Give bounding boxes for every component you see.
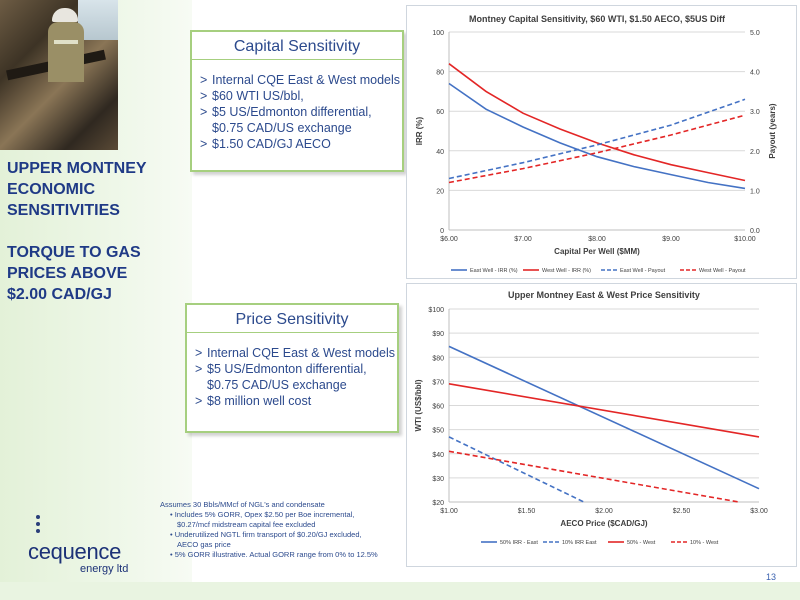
legend-label: East Well - Payout (620, 268, 666, 274)
legend-label: 50% IRR - East (500, 540, 538, 546)
x-tick-label: $9.00 (662, 236, 680, 243)
logo-subtitle: energy ltd (80, 563, 129, 575)
y-tick-label: 20 (436, 188, 444, 195)
y2-tick-label: 2.0 (750, 149, 760, 156)
page-number: 13 (766, 572, 777, 582)
series-line (448, 82, 746, 190)
legend-label: 10% - West (690, 540, 719, 546)
bullet-item: > $5 US/Edmonton differential, (200, 105, 372, 119)
price-bullets: > Internal CQE East & West models > $5 US/… (187, 345, 397, 409)
headline: UPPER MONTNEY ECONOMIC SENSITIVITIES TOR… (7, 158, 187, 305)
series-line (448, 436, 585, 503)
x-axis-label: Capital Per Well ($MM) (554, 247, 640, 256)
x-tick-label: $1.50 (518, 508, 536, 515)
y2-tick-label: 4.0 (750, 70, 760, 77)
y2-tick-label: 3.0 (750, 109, 760, 116)
y2-tick-label: 0.0 (750, 228, 760, 235)
worker-photo (0, 0, 118, 150)
y-tick-label: $70 (432, 379, 444, 386)
chart-title: Upper Montney East & West Price Sensitiv… (508, 290, 700, 300)
x-tick-label: $3.00 (750, 508, 768, 515)
footer-band (0, 582, 800, 600)
notes-item: • 5% GORR illustrative. Actual GORR rang… (170, 550, 378, 559)
price-sensitivity-chart: Upper Montney East & West Price Sensitiv… (406, 283, 797, 567)
series-line (448, 98, 746, 180)
x-tick-label: $8.00 (588, 236, 606, 243)
x-tick-label: $6.00 (440, 236, 458, 243)
legend-label: East Well - IRR (%) (470, 268, 518, 274)
notes-item: • Includes 5% GORR, Opex $2.50 per Boe i… (170, 510, 355, 519)
notes-item: • Underutilized NGTL firm transport of $… (170, 530, 362, 539)
capital-chart-svg: Montney Capital Sensitivity, $60 WTI, $1… (415, 14, 777, 274)
series-line (448, 345, 760, 490)
x-tick-label: $1.00 (440, 508, 458, 515)
series-line (448, 63, 746, 182)
y-tick-label: $80 (432, 355, 444, 362)
bullet-item: > $5 US/Edmonton differential, (195, 362, 367, 376)
bullet-continuation: $0.75 CAD/US exchange (207, 378, 347, 392)
legend-label: West Well - Payout (699, 268, 746, 274)
y-tick-label: 40 (436, 149, 444, 156)
legend: 50% IRR - East 10% IRR East 50% - West 10% … (481, 540, 719, 546)
x-tick-label: $2.50 (673, 508, 691, 515)
chart-title: Montney Capital Sensitivity, $60 WTI, $1… (469, 14, 726, 24)
y-tick-label: $20 (432, 500, 444, 507)
series-line (448, 383, 760, 438)
capital-sensitivity-chart: Montney Capital Sensitivity, $60 WTI, $1… (406, 5, 797, 279)
price-sensitivity-box: Price Sensitivity > Internal CQE East & W… (185, 303, 399, 433)
bullet-item: > Internal CQE East & West models (195, 346, 396, 360)
bullet-item: > $1.50 CAD/GJ AECO (200, 137, 331, 151)
headline-line: ECONOMIC (7, 181, 95, 198)
series-line (448, 114, 746, 184)
y-tick-label: $50 (432, 428, 444, 435)
headline-spacer (7, 221, 187, 242)
headline-line: PRICES ABOVE (7, 265, 128, 282)
y2-tick-label: 5.0 (750, 30, 760, 37)
notes-item-cont: AECO gas price (177, 540, 231, 549)
capital-box-title: Capital Sensitivity (233, 38, 361, 55)
notes-intro: Assumes 30 Bbls/MMcf of NGL's and conden… (160, 500, 325, 509)
legend: East Well - IRR (%) West Well - IRR (%) Ea… (451, 268, 746, 274)
y-tick-label: 60 (436, 109, 444, 116)
y2-tick-label: 1.0 (750, 188, 760, 195)
y2-axis-label: Payout (years) (768, 103, 777, 158)
bullet-item: > $8 million well cost (195, 394, 312, 408)
y-tick-label: 0 (440, 228, 444, 235)
x-axis-label: AECO Price ($CAD/GJ) (560, 519, 647, 528)
logo-dots-icon (36, 515, 42, 536)
y-tick-label: $60 (432, 404, 444, 411)
y-tick-label: 100 (432, 30, 444, 37)
x-tick-label: $7.00 (514, 236, 532, 243)
bullet-item: > $60 WTI US/bbl, (200, 89, 304, 103)
legend-label: 50% - West (627, 540, 656, 546)
bullet-continuation: $0.75 CAD/US exchange (212, 121, 352, 135)
x-tick-label: $10.00 (734, 236, 756, 243)
series-line (448, 450, 740, 503)
y-tick-label: $90 (432, 331, 444, 338)
headline-line: UPPER MONTNEY (7, 160, 147, 177)
capital-sensitivity-box: Capital Sensitivity > Internal CQE East &… (190, 30, 404, 172)
y-tick-label: $30 (432, 476, 444, 483)
y-tick-label: $40 (432, 452, 444, 459)
y-tick-label: 80 (436, 70, 444, 77)
headline-line: $2.00 CAD/GJ (7, 286, 112, 303)
headline-line: SENSITIVITIES (7, 202, 120, 219)
y-tick-label: $100 (428, 307, 444, 314)
bullet-item: > Internal CQE East & West models (200, 73, 401, 87)
price-box-title: Price Sensitivity (235, 311, 349, 328)
notes-item-cont: $0.27/mcf midstream capital fee excluded (177, 520, 316, 529)
logo-wordmark: cequence (28, 539, 122, 564)
x-tick-label: $2.00 (595, 508, 613, 515)
assumptions-notes: Assumes 30 Bbls/MMcf of NGL's and conden… (160, 500, 400, 560)
headline-line: TORQUE TO GAS (7, 244, 141, 261)
capital-bullets: > Internal CQE East & West models > $60 WT… (192, 72, 402, 152)
legend-label: West Well - IRR (%) (542, 268, 591, 274)
y-axis-label: WTI (US$/bbl) (414, 379, 423, 431)
price-chart-svg: Upper Montney East & West Price Sensitiv… (414, 290, 768, 546)
y-axis-label: IRR (%) (415, 116, 424, 145)
legend-label: 10% IRR East (562, 540, 597, 546)
